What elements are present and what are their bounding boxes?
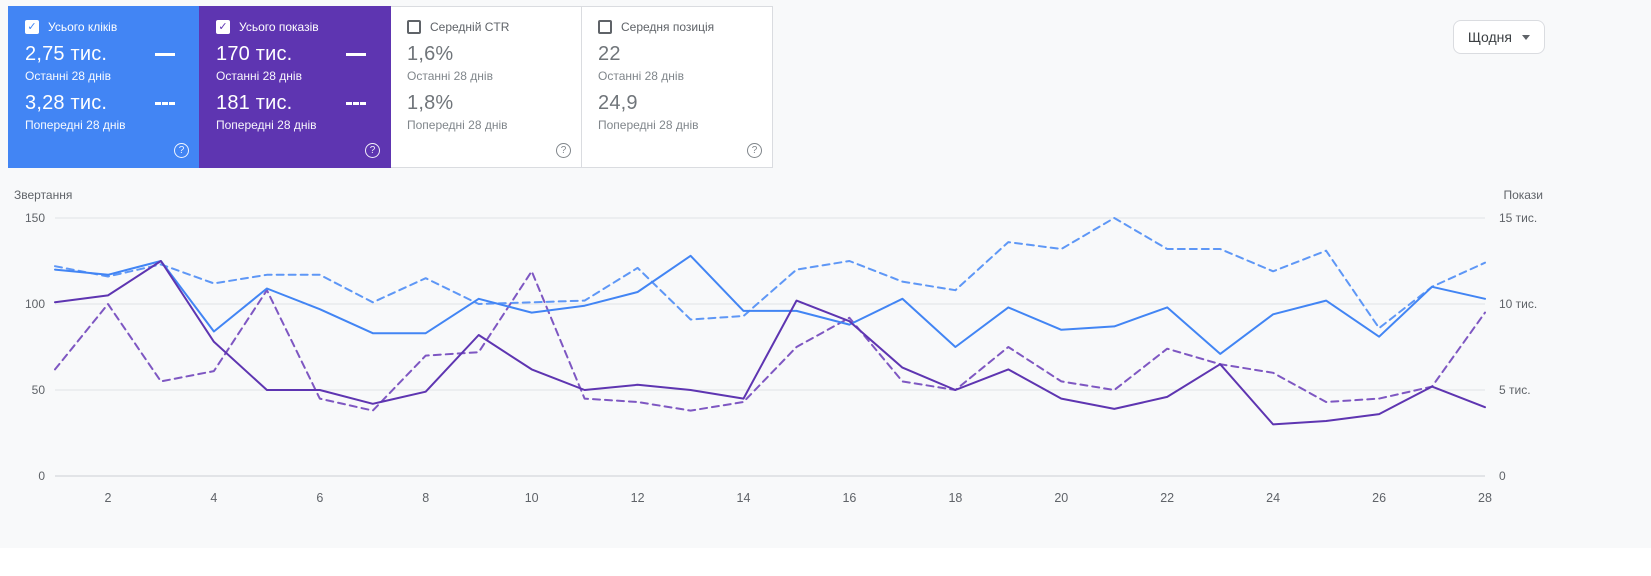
current-value-row: 22 bbox=[598, 43, 772, 66]
previous-value: 3,28 тис. bbox=[25, 92, 108, 114]
card-head: Середній CTR bbox=[407, 20, 581, 34]
metric-card-total-impressions[interactable]: Усього показів 170 тис. Останні 28 днів … bbox=[199, 6, 391, 168]
svg-text:22: 22 bbox=[1160, 491, 1174, 505]
svg-text:8: 8 bbox=[422, 491, 429, 505]
current-caption: Останні 28 днів bbox=[407, 69, 493, 83]
left-axis-title: Звертання bbox=[14, 188, 73, 202]
solid-line-icon bbox=[155, 53, 175, 56]
previous-value-row: 3,28 тис. bbox=[25, 92, 199, 115]
previous-value-row: 181 тис. bbox=[216, 92, 390, 115]
svg-text:50: 50 bbox=[32, 383, 46, 397]
card-head: Середня позиція bbox=[598, 20, 772, 34]
svg-text:26: 26 bbox=[1372, 491, 1386, 505]
previous-value: 1,8% bbox=[407, 92, 454, 114]
chevron-down-icon bbox=[1522, 34, 1530, 40]
previous-caption: Попередні 28 днів bbox=[598, 118, 699, 132]
svg-text:16: 16 bbox=[842, 491, 856, 505]
previous-value: 24,9 bbox=[598, 92, 638, 114]
svg-text:10: 10 bbox=[525, 491, 539, 505]
help-icon[interactable] bbox=[556, 143, 571, 158]
svg-text:20: 20 bbox=[1054, 491, 1068, 505]
previous-caption: Попередні 28 днів bbox=[407, 118, 508, 132]
average-ctr-checkbox[interactable] bbox=[407, 20, 421, 34]
current-value-row: 170 тис. bbox=[216, 43, 390, 66]
average-position-checkbox[interactable] bbox=[598, 20, 612, 34]
granularity-label: Щодня bbox=[1467, 29, 1512, 45]
performance-chart-section: Звертання Покази 0 50 100 150 0 5 тис. 10 тис.… bbox=[0, 188, 1545, 514]
metric-card-average-position[interactable]: Середня позиція 22 Останні 28 днів 24,9 … bbox=[581, 6, 773, 168]
help-icon[interactable] bbox=[747, 143, 762, 158]
dashed-line-icon bbox=[346, 102, 366, 105]
svg-text:0: 0 bbox=[1499, 469, 1506, 483]
previous-value-row: 1,8% bbox=[407, 92, 581, 115]
svg-text:10 тис.: 10 тис. bbox=[1499, 297, 1537, 311]
svg-text:18: 18 bbox=[948, 491, 962, 505]
previous-value: 181 тис. bbox=[216, 92, 293, 114]
total-impressions-checkbox[interactable] bbox=[216, 20, 230, 34]
card-label: Усього показів bbox=[239, 20, 319, 34]
current-value: 22 bbox=[598, 43, 621, 65]
card-label: Усього кліків bbox=[48, 20, 118, 34]
current-caption: Останні 28 днів bbox=[216, 69, 302, 83]
current-value: 170 тис. bbox=[216, 43, 293, 65]
svg-text:28: 28 bbox=[1478, 491, 1492, 505]
metric-cards: Усього кліків 2,75 тис. Останні 28 днів … bbox=[8, 6, 773, 168]
current-caption: Останні 28 днів bbox=[598, 69, 684, 83]
total-clicks-checkbox[interactable] bbox=[25, 20, 39, 34]
right-axis-title: Покази bbox=[1503, 188, 1543, 202]
performance-report: Усього кліків 2,75 тис. Останні 28 днів … bbox=[0, 0, 1545, 514]
card-label: Середня позиція bbox=[621, 20, 715, 34]
card-label: Середній CTR bbox=[430, 20, 510, 34]
dashed-line-icon bbox=[155, 102, 175, 105]
svg-text:15 тис.: 15 тис. bbox=[1499, 211, 1537, 225]
current-caption: Останні 28 днів bbox=[25, 69, 111, 83]
svg-text:6: 6 bbox=[316, 491, 323, 505]
svg-text:14: 14 bbox=[737, 491, 751, 505]
previous-caption: Попередні 28 днів bbox=[25, 118, 126, 132]
current-value-row: 2,75 тис. bbox=[25, 43, 199, 66]
svg-text:100: 100 bbox=[25, 297, 45, 311]
svg-text:4: 4 bbox=[210, 491, 217, 505]
axis-titles: Звертання Покази bbox=[0, 188, 1545, 204]
previous-value-row: 24,9 bbox=[598, 92, 772, 115]
metrics-header-row: Усього кліків 2,75 тис. Останні 28 днів … bbox=[0, 0, 1545, 168]
granularity-dropdown[interactable]: Щодня bbox=[1452, 20, 1545, 54]
current-value: 1,6% bbox=[407, 43, 454, 65]
svg-text:24: 24 bbox=[1266, 491, 1280, 505]
svg-text:150: 150 bbox=[25, 211, 45, 225]
current-value: 2,75 тис. bbox=[25, 43, 108, 65]
solid-line-icon bbox=[346, 53, 366, 56]
current-value-row: 1,6% bbox=[407, 43, 581, 66]
footer-strip bbox=[0, 548, 1651, 576]
svg-text:0: 0 bbox=[38, 469, 45, 483]
card-head: Усього кліків bbox=[25, 20, 199, 34]
svg-text:12: 12 bbox=[631, 491, 645, 505]
help-icon[interactable] bbox=[365, 143, 380, 158]
help-icon[interactable] bbox=[174, 143, 189, 158]
previous-caption: Попередні 28 днів bbox=[216, 118, 317, 132]
metric-card-average-ctr[interactable]: Середній CTR 1,6% Останні 28 днів 1,8% П… bbox=[390, 6, 582, 168]
svg-text:2: 2 bbox=[105, 491, 112, 505]
card-head: Усього показів bbox=[216, 20, 390, 34]
metric-card-total-clicks[interactable]: Усього кліків 2,75 тис. Останні 28 днів … bbox=[8, 6, 200, 168]
svg-text:5 тис.: 5 тис. bbox=[1499, 383, 1531, 397]
